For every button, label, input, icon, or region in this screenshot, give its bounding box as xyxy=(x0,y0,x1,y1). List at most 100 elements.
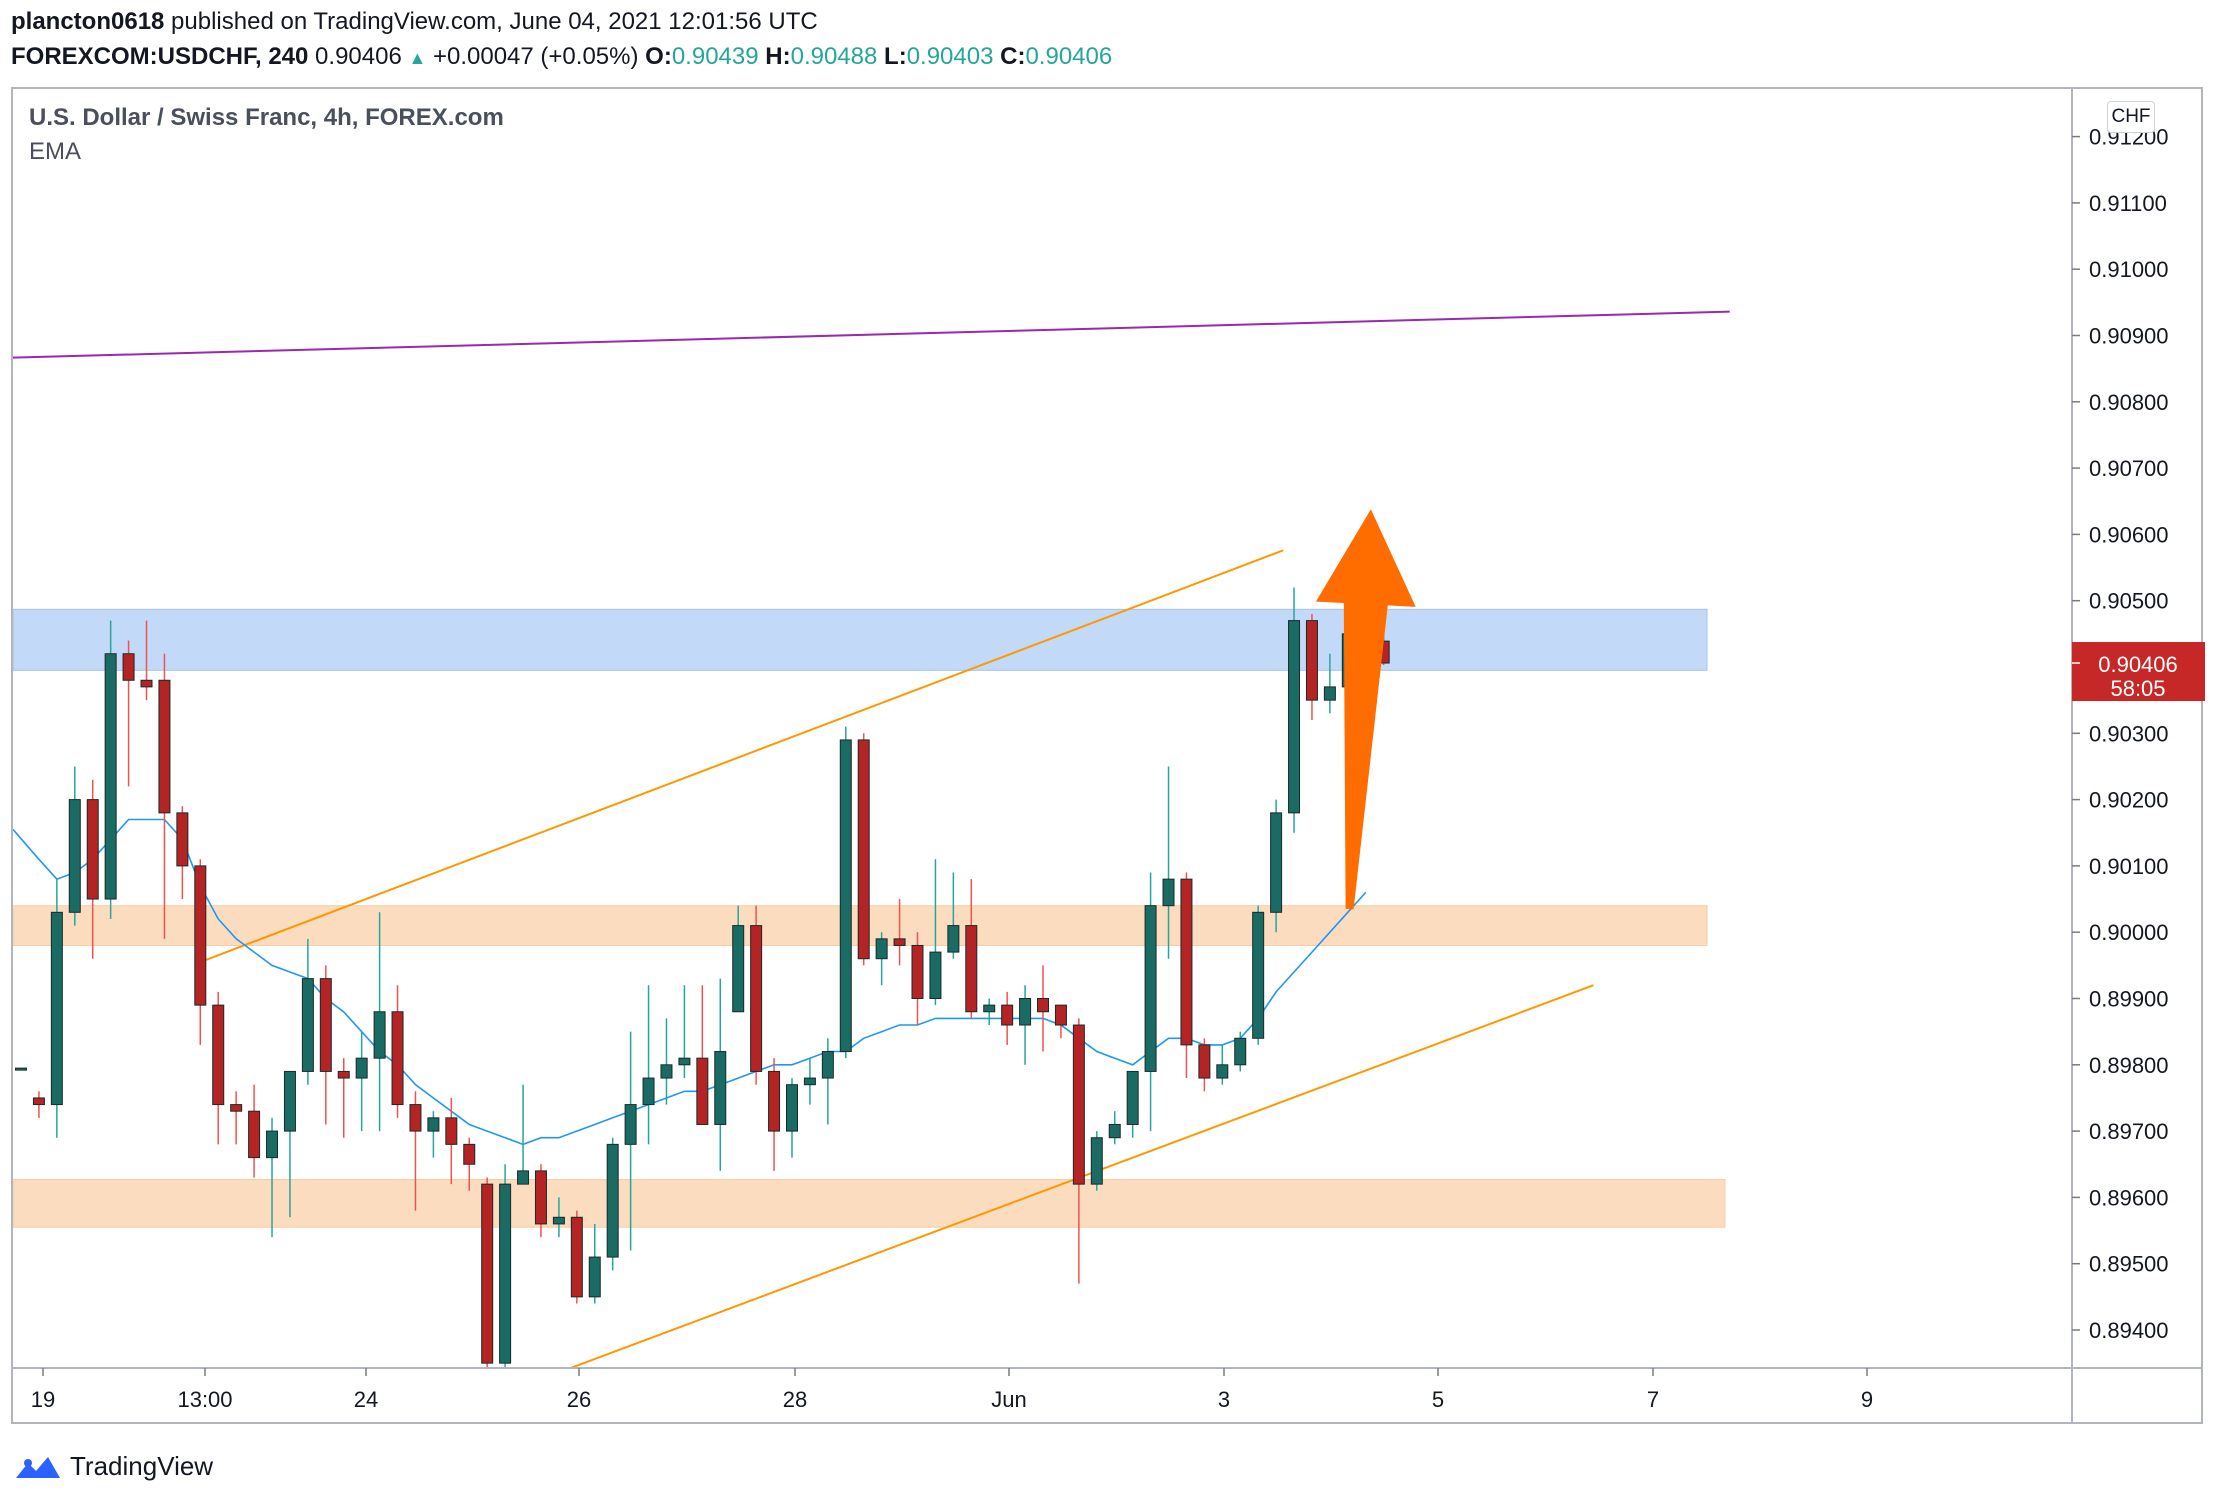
candle-body xyxy=(86,799,99,900)
candle-body xyxy=(552,1216,565,1225)
candle xyxy=(1323,653,1336,714)
candle-body xyxy=(463,1143,476,1165)
brand[interactable]: TradingView xyxy=(14,1446,213,1486)
candle xyxy=(1216,1044,1229,1085)
candle-body xyxy=(140,679,153,688)
candle xyxy=(947,872,960,959)
candle xyxy=(266,1117,279,1238)
price-tag-value: 0.90406 xyxy=(2098,652,2178,677)
candle xyxy=(499,1164,512,1368)
candle xyxy=(230,1091,243,1145)
candle xyxy=(570,1210,583,1304)
candle xyxy=(534,1164,547,1238)
y-tick-label: 0.90200 xyxy=(2089,788,2169,813)
candle-body xyxy=(391,1011,404,1106)
candle xyxy=(785,1078,798,1158)
candle xyxy=(606,1137,619,1271)
candle-body xyxy=(714,1051,727,1125)
candle-body xyxy=(248,1110,261,1159)
candle-body xyxy=(732,925,745,1013)
candle xyxy=(86,779,99,959)
candle xyxy=(517,1084,530,1185)
candle-body xyxy=(624,1104,637,1145)
candle xyxy=(337,1058,350,1138)
x-tick-label: Jun xyxy=(991,1387,1026,1412)
candle-body xyxy=(1090,1137,1103,1185)
currency-button[interactable]: CHF xyxy=(2107,101,2155,133)
candle-body xyxy=(50,911,63,1106)
candle-body xyxy=(642,1077,655,1106)
candle xyxy=(355,1031,368,1132)
author-name[interactable]: plancton0618 xyxy=(11,8,165,35)
y-tick-label: 0.89800 xyxy=(2089,1053,2169,1078)
candle xyxy=(140,620,153,701)
plot-area xyxy=(13,310,1730,1368)
candle xyxy=(15,1067,27,1071)
y-tick-label: 0.89700 xyxy=(2089,1119,2169,1144)
x-tick-label: 28 xyxy=(783,1387,807,1412)
up-triangle-icon: ▲ xyxy=(408,48,427,68)
candle xyxy=(32,1091,45,1118)
support-zone xyxy=(13,1178,1726,1228)
candle xyxy=(839,726,852,1059)
resistance-line xyxy=(13,310,1730,359)
candle xyxy=(445,1097,458,1185)
candle xyxy=(696,985,709,1125)
candle xyxy=(929,859,942,1006)
candle xyxy=(1234,1031,1247,1072)
candle xyxy=(409,1091,422,1211)
y-tick-label: 0.90000 xyxy=(2089,920,2169,945)
candle xyxy=(104,620,117,919)
candle xyxy=(373,912,386,1132)
close-value: 0.90406 xyxy=(1025,43,1113,70)
candle xyxy=(893,899,906,966)
price-tag xyxy=(2072,642,2205,702)
candle-body xyxy=(893,938,906,946)
y-tick-label: 0.90800 xyxy=(2089,390,2169,415)
candle-body xyxy=(821,1051,834,1079)
candle-body xyxy=(194,865,207,1006)
candle-body xyxy=(319,978,332,1072)
candle xyxy=(1108,1111,1121,1145)
candle-body xyxy=(104,653,117,900)
y-tick-label: 0.89900 xyxy=(2089,987,2169,1012)
candle xyxy=(660,1018,673,1105)
candle-body xyxy=(929,951,942,1000)
candle-body xyxy=(570,1216,583,1298)
candle xyxy=(1162,766,1175,959)
candle-body xyxy=(1001,1004,1014,1026)
candle xyxy=(212,991,225,1145)
candle-body xyxy=(427,1117,440,1132)
candle xyxy=(1144,872,1157,1132)
candle-body xyxy=(212,1004,225,1106)
candle xyxy=(1252,905,1265,1045)
last-price: 0.90406 xyxy=(315,43,402,70)
y-tick-label: 0.90100 xyxy=(2089,854,2169,879)
candle-body xyxy=(588,1256,601,1298)
candle xyxy=(1019,985,1032,1065)
open-value: 0.90439 xyxy=(671,43,759,70)
candle xyxy=(319,965,332,1125)
candle-body xyxy=(1305,620,1318,701)
candle-body xyxy=(660,1064,673,1079)
candle-body xyxy=(1252,911,1265,1039)
brand-name: TradingView xyxy=(70,1450,214,1481)
candle xyxy=(821,1038,834,1125)
candle-body xyxy=(481,1183,494,1364)
candle xyxy=(1054,1004,1067,1039)
ema-line xyxy=(13,818,1367,1146)
candle-body xyxy=(1019,998,1032,1026)
candle xyxy=(1305,613,1318,721)
candle xyxy=(427,1111,440,1158)
candle-body xyxy=(266,1130,279,1159)
candle-body xyxy=(301,978,314,1072)
candle xyxy=(1090,1131,1103,1191)
ema-legend[interactable]: EMA xyxy=(29,138,82,165)
candle xyxy=(176,806,189,900)
tradingview-logo-icon xyxy=(16,1457,60,1478)
candle-body xyxy=(15,1067,27,1071)
quote-bar: FOREXCOM:USDCHF, 240 0.90406 ▲ +0.00047 … xyxy=(11,43,1112,71)
candle xyxy=(624,1031,637,1251)
high-value: 0.90488 xyxy=(790,43,878,70)
